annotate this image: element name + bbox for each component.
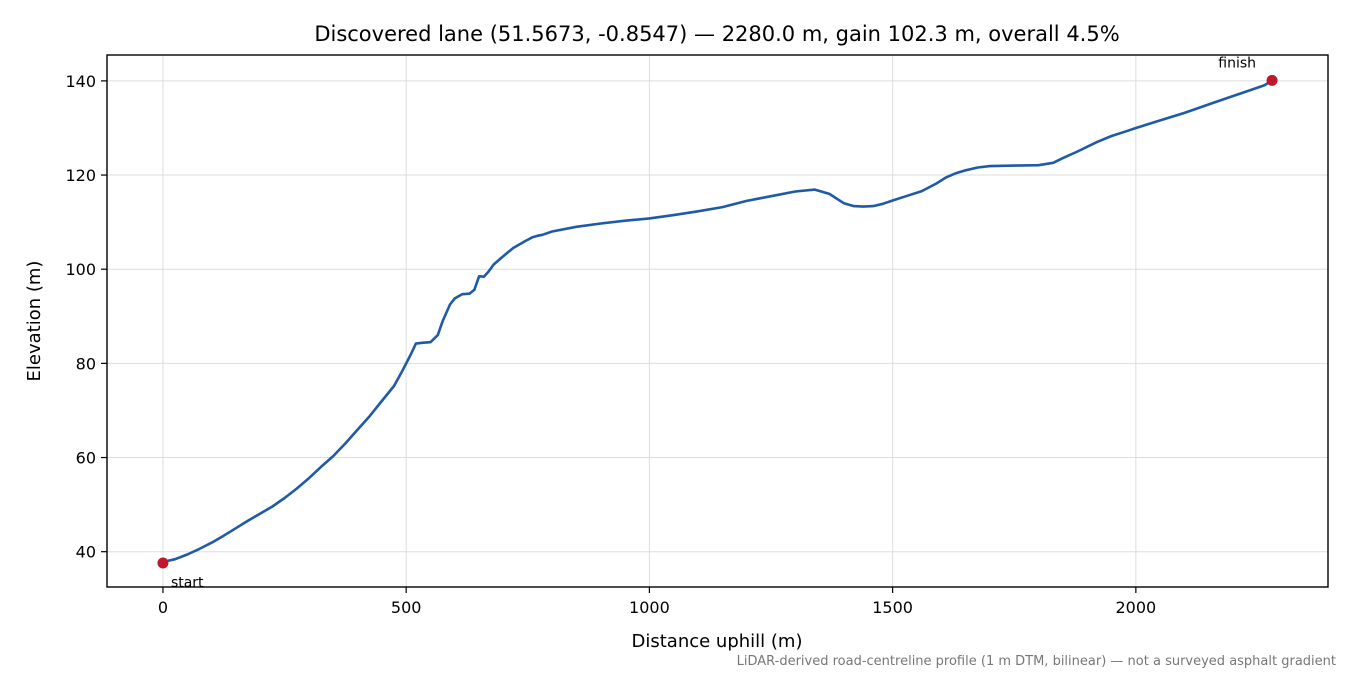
x-tick-label: 1500 [872, 598, 913, 617]
y-tick-label: 140 [65, 72, 96, 91]
finish-marker [1266, 74, 1278, 86]
start-marker [157, 557, 169, 569]
y-tick-label: 120 [65, 166, 96, 185]
x-tick-label: 2000 [1115, 598, 1156, 617]
axis-ticks: 0 500 1000 1500 2000 40 60 80 100 120 140 [65, 72, 1156, 617]
axes-frame [106, 54, 1329, 588]
y-tick-label: 80 [76, 354, 96, 373]
x-axis-label: Distance uphill (m) [632, 631, 803, 652]
y-tick-label: 40 [76, 543, 96, 562]
plot-area: start finish [157, 55, 1278, 591]
chart-title: Discovered lane (51.5673, -0.8547) — 228… [314, 22, 1119, 46]
start-label: start [171, 575, 204, 591]
footnote: LiDAR-derived road-centreline profile (1… [737, 654, 1336, 669]
finish-label: finish [1218, 55, 1256, 71]
x-tick-label: 1000 [629, 598, 670, 617]
grid [107, 55, 1328, 587]
y-axis-label: Elevation (m) [24, 261, 45, 382]
x-tick-label: 500 [391, 598, 422, 617]
y-tick-label: 100 [65, 260, 96, 279]
elevation-profile-line [162, 79, 1273, 564]
x-tick-label: 0 [158, 598, 168, 617]
y-tick-label: 60 [76, 449, 96, 468]
